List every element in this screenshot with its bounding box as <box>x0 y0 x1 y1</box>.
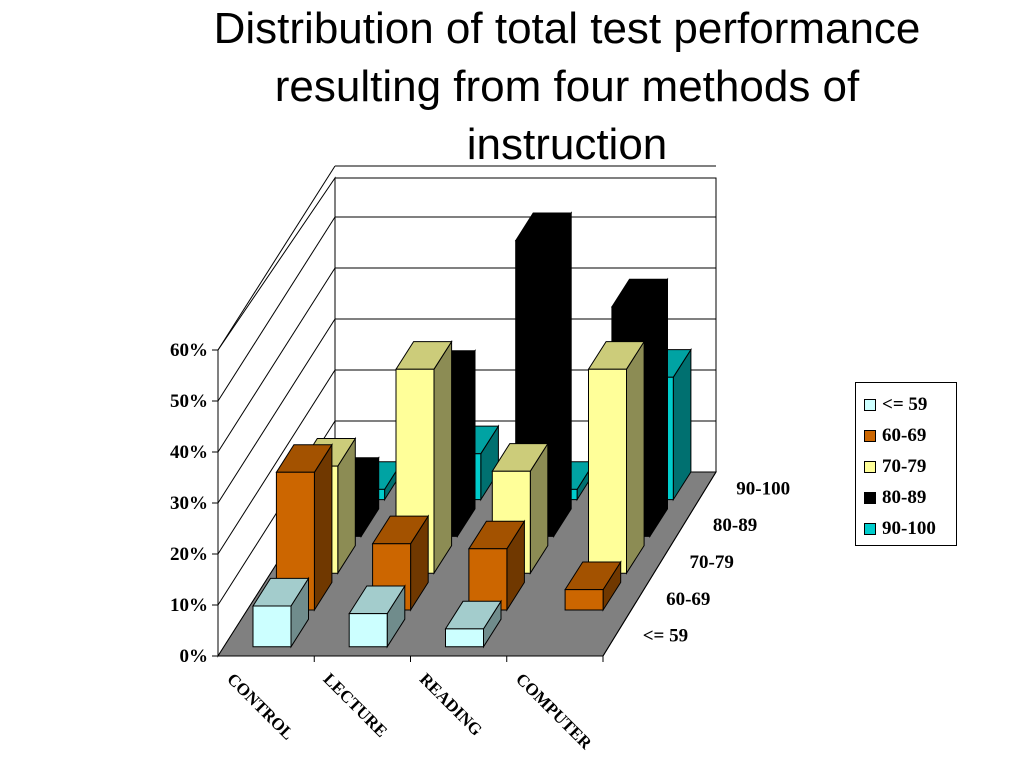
bar-computer-1-front <box>564 589 604 611</box>
legend-item: 60-69 <box>864 420 956 451</box>
bar-control-1-side <box>313 442 333 612</box>
depth-label: <= 59 <box>643 626 688 647</box>
bar-computer-3-side <box>649 277 668 539</box>
depth-label: 90-100 <box>736 478 790 499</box>
bar-reading-3-side <box>553 211 572 539</box>
legend-swatch <box>864 460 876 473</box>
gridline-side <box>217 165 336 351</box>
chart-legend: <= 59 60-69 70-79 80-89 90-100 <box>855 382 957 546</box>
category-label-lecture: LECTURE <box>320 669 392 741</box>
legend-item: 80-89 <box>864 482 956 513</box>
bar-lecture-3-side <box>456 348 476 539</box>
depth-label: 80-89 <box>713 515 757 536</box>
chart-title: Distribution of total test performance r… <box>130 0 1004 174</box>
chart-title-line-3: instruction <box>466 120 668 169</box>
chart-title-line-2: resulting from four methods of <box>274 62 860 111</box>
y-tick-label: 40% <box>170 442 208 463</box>
y-tick-label: 30% <box>170 493 208 514</box>
legend-label: 60-69 <box>882 424 927 446</box>
legend-swatch <box>864 491 876 504</box>
bar-reading-0-front <box>445 628 484 648</box>
legend-label: 80-89 <box>882 486 927 508</box>
y-tick-label: 60% <box>170 340 208 361</box>
depth-label: 60-69 <box>666 589 710 610</box>
gridline-side <box>217 216 336 402</box>
legend-label: 90-100 <box>882 517 936 539</box>
bar-control-0-front <box>252 605 292 648</box>
category-label-control: CONTROL <box>223 669 297 743</box>
legend-item: <= 59 <box>864 389 956 420</box>
bar-lecture-0-front <box>348 613 388 648</box>
chart-title-line-1: Distribution of total test performance <box>213 4 921 53</box>
category-label-computer: COMPUTER <box>512 669 596 753</box>
legend-label: 70-79 <box>882 455 927 477</box>
y-tick-label: 50% <box>170 391 208 412</box>
legend-label: <= 59 <box>882 393 928 415</box>
gridline-side <box>217 318 336 504</box>
legend-swatch <box>864 398 876 411</box>
bar-computer-2-side <box>626 339 645 575</box>
category-label-reading: READING <box>416 669 486 739</box>
depth-axis-line <box>602 471 717 657</box>
legend-item: 70-79 <box>864 451 956 482</box>
depth-label: 70-79 <box>690 552 734 573</box>
legend-swatch <box>864 522 876 535</box>
y-tick-label: 10% <box>170 595 208 616</box>
gridline-side <box>217 267 336 453</box>
gridline-side <box>217 369 336 555</box>
bar-computer-2-front <box>588 368 627 574</box>
legend-item: 90-100 <box>864 513 956 544</box>
bar-lecture-2-side <box>433 339 453 575</box>
y-tick-label: 0% <box>180 646 209 667</box>
legend-swatch <box>864 429 876 442</box>
y-tick-label: 20% <box>170 544 208 565</box>
